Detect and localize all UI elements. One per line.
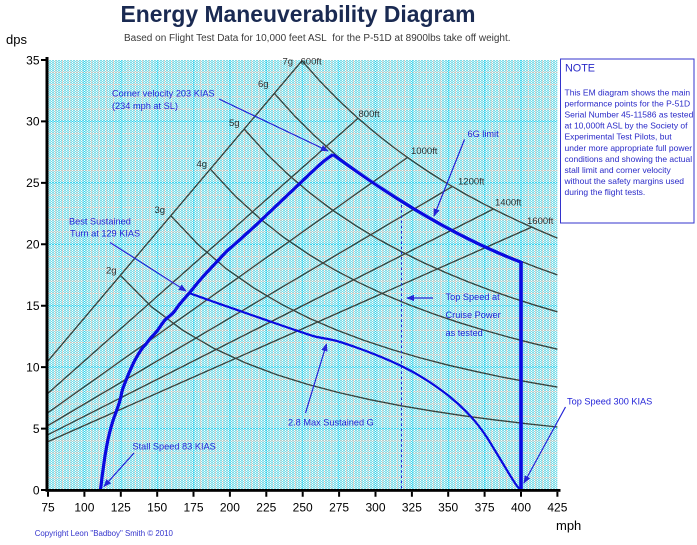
- svg-text:800ft: 800ft: [359, 109, 380, 120]
- svg-text:Turn at 129 KIAS: Turn at 129 KIAS: [70, 229, 140, 239]
- svg-text:mph: mph: [556, 518, 581, 533]
- svg-text:This EM diagram shows the main: This EM diagram shows the main: [565, 88, 691, 98]
- svg-text:0: 0: [33, 483, 40, 497]
- svg-text:225: 225: [256, 501, 276, 515]
- svg-text:Cruise Power: Cruise Power: [446, 310, 501, 320]
- svg-text:dps: dps: [6, 32, 27, 47]
- svg-text:without the safety margins use: without the safety margins used: [564, 176, 685, 186]
- svg-text:NOTE: NOTE: [565, 63, 595, 75]
- svg-text:4g: 4g: [197, 159, 208, 170]
- svg-text:7g: 7g: [283, 57, 294, 68]
- svg-text:3g: 3g: [155, 205, 166, 216]
- svg-text:Corner velocity 203 KIAS: Corner velocity 203 KIAS: [112, 89, 215, 99]
- svg-text:400: 400: [511, 501, 531, 515]
- svg-text:1600ft: 1600ft: [527, 216, 554, 227]
- svg-text:1200ft: 1200ft: [458, 177, 485, 188]
- svg-text:375: 375: [475, 501, 495, 515]
- svg-text:Stall Speed 83 KIAS: Stall Speed 83 KIAS: [133, 442, 216, 452]
- svg-text:30: 30: [26, 115, 40, 129]
- svg-text:350: 350: [438, 501, 458, 515]
- svg-text:(234 mph at SL): (234 mph at SL): [112, 101, 178, 111]
- svg-text:Best Sustained: Best Sustained: [69, 217, 131, 227]
- svg-text:under more appropriate full po: under more appropriate full power: [565, 143, 693, 153]
- svg-text:2.8 Max Sustained G: 2.8 Max Sustained G: [288, 418, 374, 428]
- svg-text:Experimental Test Pilots, but: Experimental Test Pilots, but: [565, 132, 673, 142]
- svg-text:at 10,000ft ASL by the Society: at 10,000ft ASL by the Society of: [565, 121, 689, 131]
- svg-text:2g: 2g: [106, 266, 117, 277]
- svg-text:Serial Number 45-11586 as test: Serial Number 45-11586 as tested: [565, 110, 694, 120]
- svg-text:15: 15: [26, 299, 40, 313]
- svg-text:5: 5: [33, 422, 40, 436]
- svg-text:performance points for the P-5: performance points for the P-51D: [565, 99, 691, 109]
- svg-text:Energy Maneuverability Diagram: Energy Maneuverability Diagram: [121, 1, 476, 27]
- svg-text:Top Speed 300 KIAS: Top Speed 300 KIAS: [567, 397, 652, 407]
- svg-text:300: 300: [365, 501, 385, 515]
- svg-text:5g: 5g: [229, 118, 240, 129]
- svg-text:100: 100: [74, 501, 94, 515]
- svg-text:275: 275: [329, 501, 349, 515]
- svg-text:6g: 6g: [258, 79, 269, 90]
- svg-text:conditions and showing the act: conditions and showing the actual: [565, 154, 693, 164]
- svg-text:150: 150: [147, 501, 167, 515]
- svg-text:during the flight tests.: during the flight tests.: [565, 187, 646, 197]
- svg-text:175: 175: [183, 501, 203, 515]
- svg-text:10: 10: [26, 360, 40, 374]
- svg-text:35: 35: [26, 53, 40, 67]
- svg-text:600ft: 600ft: [301, 57, 322, 68]
- svg-text:20: 20: [26, 238, 40, 252]
- svg-text:stall limit and corner velocit: stall limit and corner velocity: [565, 165, 672, 175]
- svg-text:Top Speed at: Top Speed at: [446, 292, 501, 302]
- svg-text:6G limit: 6G limit: [468, 129, 500, 139]
- svg-text:125: 125: [111, 501, 131, 515]
- svg-text:as tested: as tested: [446, 328, 483, 338]
- svg-text:325: 325: [402, 501, 422, 515]
- svg-text:25: 25: [26, 176, 40, 190]
- svg-text:250: 250: [293, 501, 313, 515]
- svg-text:1400ft: 1400ft: [495, 198, 522, 209]
- svg-text:1000ft: 1000ft: [411, 146, 438, 157]
- svg-text:Based on Flight Test Data for: Based on Flight Test Data for 10,000 fee…: [124, 33, 511, 44]
- svg-text:425: 425: [547, 501, 567, 515]
- svg-text:200: 200: [220, 501, 240, 515]
- svg-text:75: 75: [41, 501, 55, 515]
- svg-text:Copyright Leon "Badboy" Smith: Copyright Leon "Badboy" Smith © 2010: [35, 529, 174, 538]
